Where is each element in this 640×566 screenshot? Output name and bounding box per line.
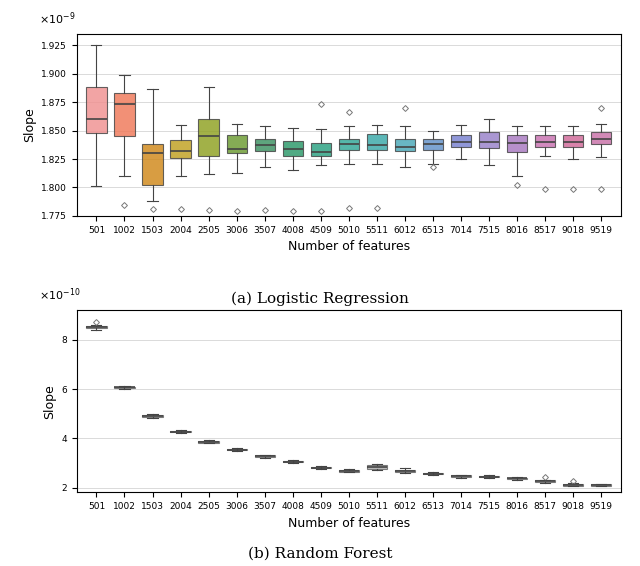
PathPatch shape (479, 132, 499, 148)
PathPatch shape (170, 140, 191, 158)
PathPatch shape (310, 467, 331, 468)
PathPatch shape (339, 139, 359, 150)
PathPatch shape (591, 484, 611, 486)
X-axis label: Number of features: Number of features (288, 240, 410, 253)
Text: (b) Random Forest: (b) Random Forest (248, 546, 392, 560)
PathPatch shape (86, 327, 106, 328)
PathPatch shape (535, 135, 555, 147)
PathPatch shape (451, 135, 471, 147)
PathPatch shape (86, 87, 106, 133)
PathPatch shape (563, 484, 583, 486)
PathPatch shape (198, 119, 219, 156)
PathPatch shape (310, 143, 331, 156)
PathPatch shape (255, 455, 275, 457)
PathPatch shape (227, 135, 247, 153)
Y-axis label: Slope: Slope (22, 108, 36, 142)
PathPatch shape (423, 139, 443, 150)
PathPatch shape (507, 135, 527, 152)
X-axis label: Number of features: Number of features (288, 517, 410, 530)
PathPatch shape (143, 415, 163, 417)
PathPatch shape (198, 441, 219, 443)
PathPatch shape (255, 139, 275, 151)
PathPatch shape (339, 470, 359, 471)
PathPatch shape (283, 461, 303, 462)
Y-axis label: Slope: Slope (43, 384, 56, 419)
Text: $\times10^{-9}$: $\times10^{-9}$ (38, 10, 76, 27)
PathPatch shape (170, 431, 191, 432)
PathPatch shape (115, 93, 134, 136)
PathPatch shape (395, 139, 415, 151)
PathPatch shape (535, 481, 555, 482)
PathPatch shape (143, 144, 163, 185)
PathPatch shape (367, 465, 387, 469)
PathPatch shape (367, 134, 387, 150)
PathPatch shape (479, 476, 499, 478)
PathPatch shape (591, 132, 611, 144)
PathPatch shape (115, 387, 134, 388)
PathPatch shape (507, 478, 527, 479)
PathPatch shape (227, 449, 247, 451)
PathPatch shape (283, 141, 303, 156)
PathPatch shape (423, 473, 443, 474)
PathPatch shape (395, 470, 415, 471)
PathPatch shape (451, 475, 471, 477)
PathPatch shape (563, 135, 583, 147)
Text: (a) Logistic Regression: (a) Logistic Regression (231, 291, 409, 306)
Text: $\times10^{-10}$: $\times10^{-10}$ (38, 286, 80, 303)
